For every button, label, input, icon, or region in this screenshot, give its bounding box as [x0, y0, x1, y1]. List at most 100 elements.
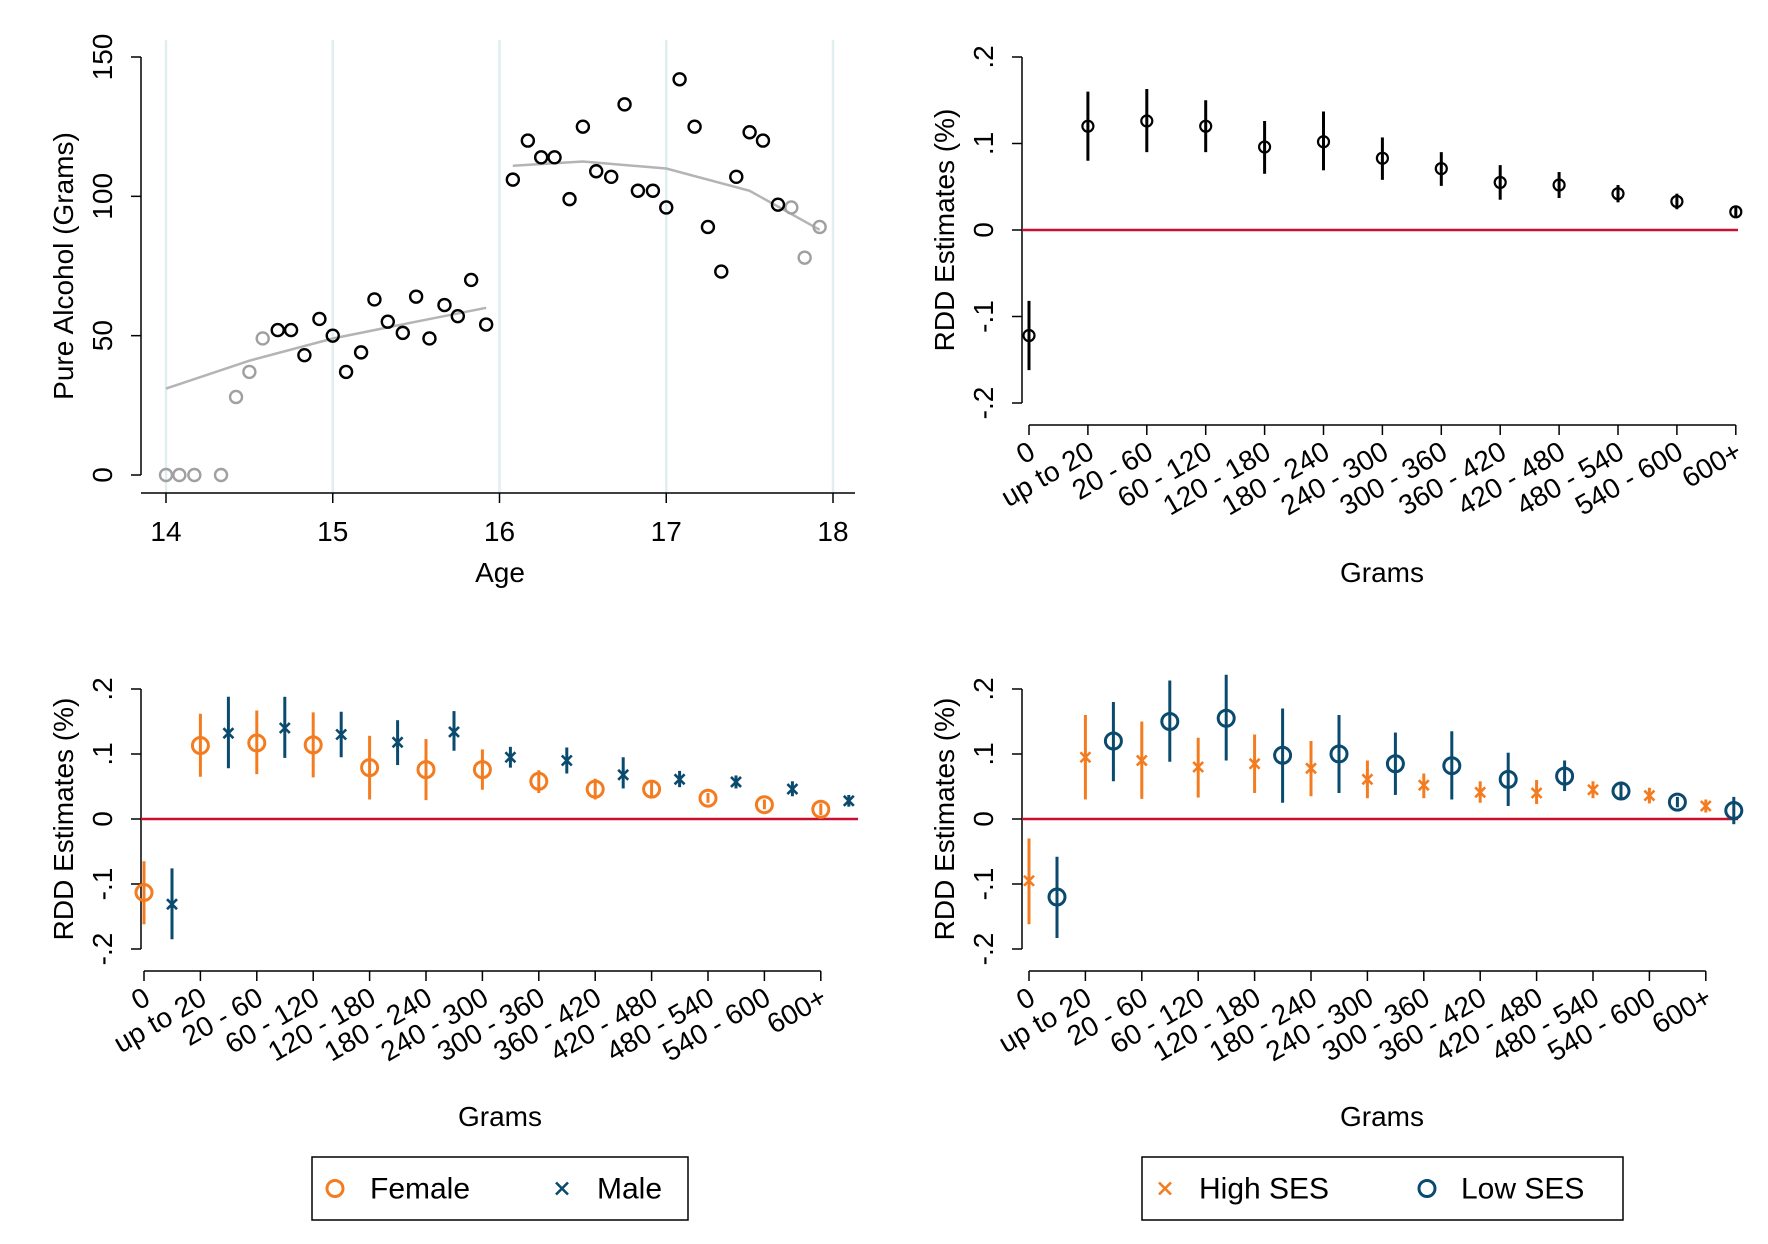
data-point-male	[335, 728, 348, 741]
y-tick-label: -.2	[87, 933, 118, 966]
data-point-male	[617, 768, 630, 781]
y-axis-title: RDD Estimates (%)	[929, 109, 960, 352]
y-tick-label: -.1	[87, 868, 118, 901]
legend-label: Low SES	[1461, 1173, 1584, 1206]
data-point	[1552, 178, 1566, 192]
data-point-low-ses	[1273, 745, 1293, 765]
data-point	[755, 133, 771, 148]
data-point	[338, 364, 354, 380]
data-point-female	[416, 760, 436, 780]
data-point-male	[504, 751, 517, 764]
data-point	[645, 183, 661, 198]
data-point-high-ses	[1530, 787, 1543, 799]
data-point	[1140, 114, 1154, 128]
data-point	[1434, 161, 1448, 176]
x-tick-label: 600+	[762, 981, 832, 1039]
legend-marker	[555, 1181, 569, 1196]
x-tick-label: 600+	[1647, 981, 1717, 1039]
legend-label: Female	[370, 1173, 470, 1206]
data-point	[1316, 135, 1331, 149]
data-point	[547, 150, 562, 165]
data-point	[408, 289, 424, 304]
data-point-low-ses	[1329, 744, 1349, 764]
data-point	[700, 219, 716, 235]
y-axis-title: Pure Alcohol (Grams)	[48, 132, 79, 400]
data-point-high-ses	[1248, 757, 1261, 770]
x-tick-label: 600+	[1677, 435, 1747, 493]
legend-box	[311, 1156, 689, 1221]
legend-marker	[1417, 1179, 1437, 1198]
data-point-gray	[255, 331, 270, 346]
data-point-gray	[784, 200, 799, 215]
data-point-gray	[797, 250, 812, 265]
y-tick-label: 0	[87, 467, 118, 483]
data-point	[1081, 119, 1095, 133]
x-tick-label: 17	[651, 516, 682, 547]
data-point-female	[472, 760, 492, 780]
panel-age-scatter: 0 50 100 150 14 15 16 17 18 Age Pure Alcohol (Gram…	[48, 34, 855, 588]
x-tick-label: 16	[484, 516, 515, 547]
y-tick-label: .1	[968, 742, 999, 765]
data-point-female	[303, 735, 323, 755]
data-point	[1493, 175, 1507, 190]
data-point	[617, 97, 632, 112]
data-point-male	[391, 736, 404, 749]
data-point-female	[811, 799, 831, 819]
data-point-high-ses	[1587, 783, 1599, 796]
data-point	[1375, 151, 1390, 165]
data-point-male	[560, 754, 573, 767]
y-tick-label: 0	[968, 811, 999, 827]
data-point	[1729, 205, 1743, 219]
data-point	[380, 314, 395, 329]
y-tick-label: .1	[968, 132, 999, 155]
data-point	[562, 191, 577, 207]
data-point-low-ses	[1047, 887, 1067, 907]
data-point-low-ses	[1724, 801, 1744, 821]
data-point	[714, 264, 729, 279]
x-axis-title: Grams	[1340, 1101, 1424, 1132]
data-point-low-ses	[1160, 712, 1180, 731]
data-point	[687, 119, 702, 134]
legend-box	[1141, 1156, 1624, 1221]
y-tick-label: 0	[968, 222, 999, 238]
data-point	[422, 331, 437, 346]
y-axis-title: RDD Estimates (%)	[48, 698, 79, 941]
data-point-high-ses	[1417, 779, 1430, 792]
data-point-female	[642, 779, 662, 799]
data-point	[297, 347, 312, 363]
data-point	[283, 322, 299, 338]
data-point	[395, 325, 410, 341]
x-tick-label: 15	[317, 516, 348, 547]
data-point	[659, 200, 674, 215]
y-tick-label: .2	[968, 45, 999, 68]
y-tick-label: .2	[968, 677, 999, 700]
data-point	[1611, 187, 1625, 201]
data-point-female	[585, 779, 605, 799]
y-tick-label: -.2	[968, 933, 999, 966]
data-point-gray	[158, 467, 174, 483]
data-point-high-ses	[1699, 800, 1712, 812]
data-point-female	[134, 882, 154, 902]
data-point	[1199, 119, 1213, 133]
y-axis-title: RDD Estimates (%)	[929, 698, 960, 941]
data-point-low-ses	[1103, 731, 1123, 751]
data-point	[437, 297, 452, 313]
y-tick-label: 150	[87, 34, 118, 81]
data-point-low-ses	[1555, 766, 1575, 786]
y-tick-label: .2	[87, 677, 118, 700]
legend-marker	[1158, 1181, 1172, 1196]
legend-label: High SES	[1199, 1173, 1329, 1206]
data-point-high-ses	[1023, 874, 1035, 887]
data-point-low-ses	[1442, 756, 1462, 776]
y-tick-label: -.1	[968, 868, 999, 901]
data-point	[770, 197, 786, 212]
data-point-gray	[812, 219, 827, 235]
y-tick-label: 0	[87, 811, 118, 827]
data-point-female	[190, 736, 210, 756]
data-point-female	[529, 771, 549, 791]
data-point-high-ses	[1361, 773, 1374, 786]
data-point-male	[278, 722, 291, 734]
x-axis-title: Age	[475, 557, 525, 588]
